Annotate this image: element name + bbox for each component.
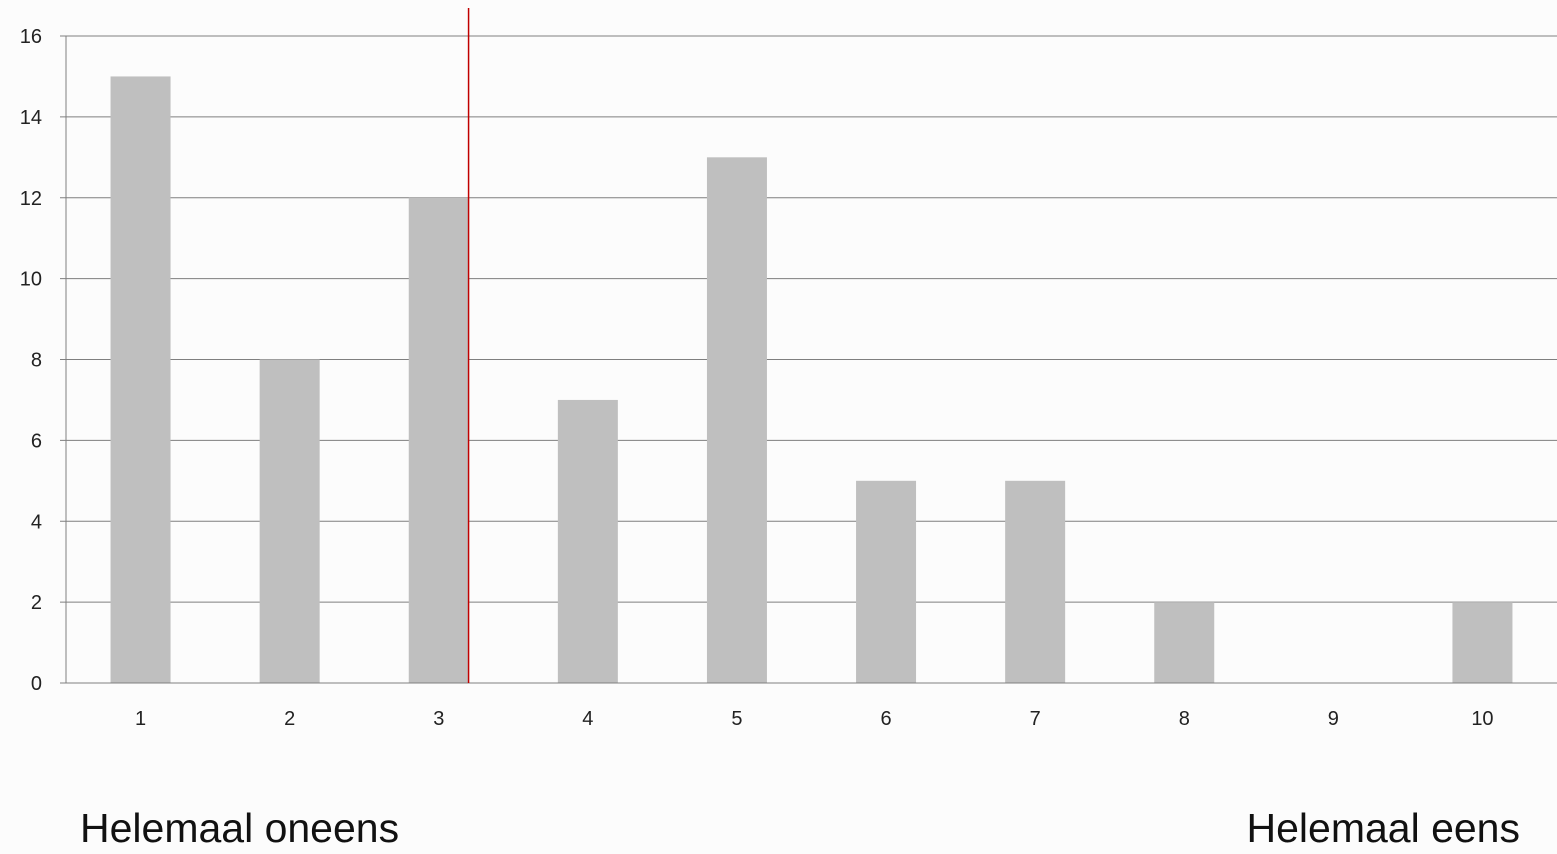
bar-1 xyxy=(110,76,171,683)
x-tick-label: 8 xyxy=(1179,708,1190,730)
bar-4 xyxy=(557,399,618,683)
bar-5 xyxy=(706,157,767,683)
x-tick-label: 10 xyxy=(1471,708,1493,730)
bar-10 xyxy=(1452,602,1513,683)
x-tick-label: 4 xyxy=(582,708,593,730)
x-tick-label: 2 xyxy=(284,708,295,730)
bar-2 xyxy=(259,359,320,683)
scale-label-left: Helemaal oneens xyxy=(80,805,400,851)
bar-8 xyxy=(1154,602,1215,683)
y-tick-label: 2 xyxy=(31,592,42,614)
x-tick-label: 7 xyxy=(1030,708,1041,730)
y-tick-label: 6 xyxy=(31,430,42,452)
x-tick-label: 5 xyxy=(731,708,742,730)
x-tick-label: 3 xyxy=(433,708,444,730)
x-tick-label: 6 xyxy=(880,708,891,730)
y-tick-label: 12 xyxy=(20,188,42,210)
y-tick-label: 4 xyxy=(31,511,42,533)
y-tick-label: 8 xyxy=(31,350,42,372)
y-tick-label: 10 xyxy=(20,269,42,291)
y-tick-label: 0 xyxy=(31,673,42,695)
bars xyxy=(110,76,1513,683)
scale-label-right: Helemaal eens xyxy=(1246,805,1521,851)
bar-3 xyxy=(408,197,469,683)
y-tick-label: 16 xyxy=(20,26,42,48)
x-tick-label: 9 xyxy=(1328,708,1339,730)
y-tick-label: 14 xyxy=(20,107,42,129)
bar-7 xyxy=(1005,480,1066,683)
bar-6 xyxy=(856,480,917,683)
x-tick-label: 1 xyxy=(135,708,146,730)
